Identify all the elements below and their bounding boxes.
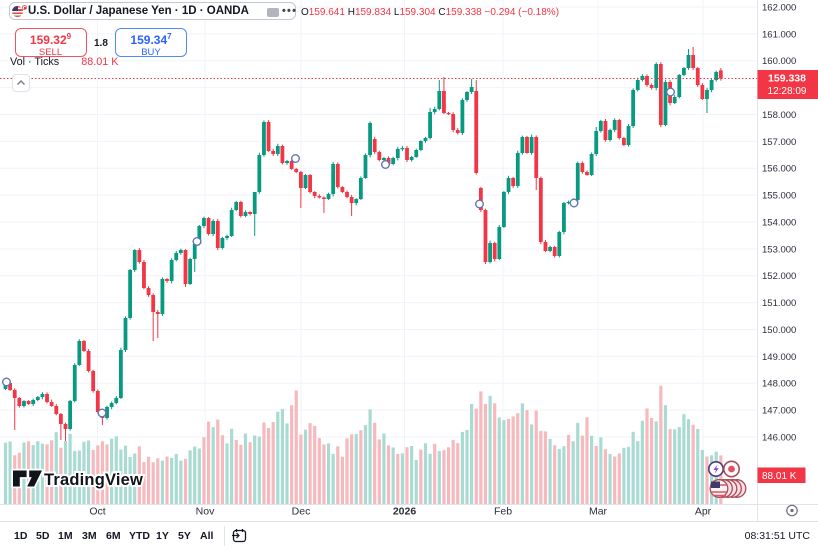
svg-text:159.338: 159.338	[768, 73, 806, 85]
svg-text:Oct: Oct	[89, 506, 105, 518]
svg-text:147.000: 147.000	[762, 406, 796, 417]
svg-text:TradingView: TradingView	[44, 471, 143, 489]
svg-text:Mar: Mar	[589, 506, 608, 518]
svg-text:154.000: 154.000	[762, 217, 796, 228]
svg-text:151.000: 151.000	[762, 298, 796, 309]
svg-text:2026: 2026	[393, 506, 417, 518]
svg-text:155.000: 155.000	[762, 191, 796, 202]
svg-text:161.000: 161.000	[762, 29, 796, 40]
svg-text:150.000: 150.000	[762, 325, 796, 336]
svg-text:12:28:09: 12:28:09	[768, 86, 807, 97]
svg-text:158.000: 158.000	[762, 110, 796, 121]
svg-text:153.000: 153.000	[762, 244, 796, 255]
svg-text:Apr: Apr	[695, 506, 712, 518]
svg-text:Dec: Dec	[292, 506, 311, 518]
svg-text:146.000: 146.000	[762, 432, 796, 443]
svg-text:160.000: 160.000	[762, 56, 796, 67]
svg-text:162.000: 162.000	[762, 2, 796, 13]
svg-text:157.000: 157.000	[762, 137, 796, 148]
svg-text:156.000: 156.000	[762, 164, 796, 175]
svg-text:Nov: Nov	[196, 506, 215, 518]
svg-text:148.000: 148.000	[762, 379, 796, 390]
svg-text:Feb: Feb	[494, 506, 512, 518]
svg-text:149.000: 149.000	[762, 352, 796, 363]
svg-text:152.000: 152.000	[762, 271, 796, 282]
